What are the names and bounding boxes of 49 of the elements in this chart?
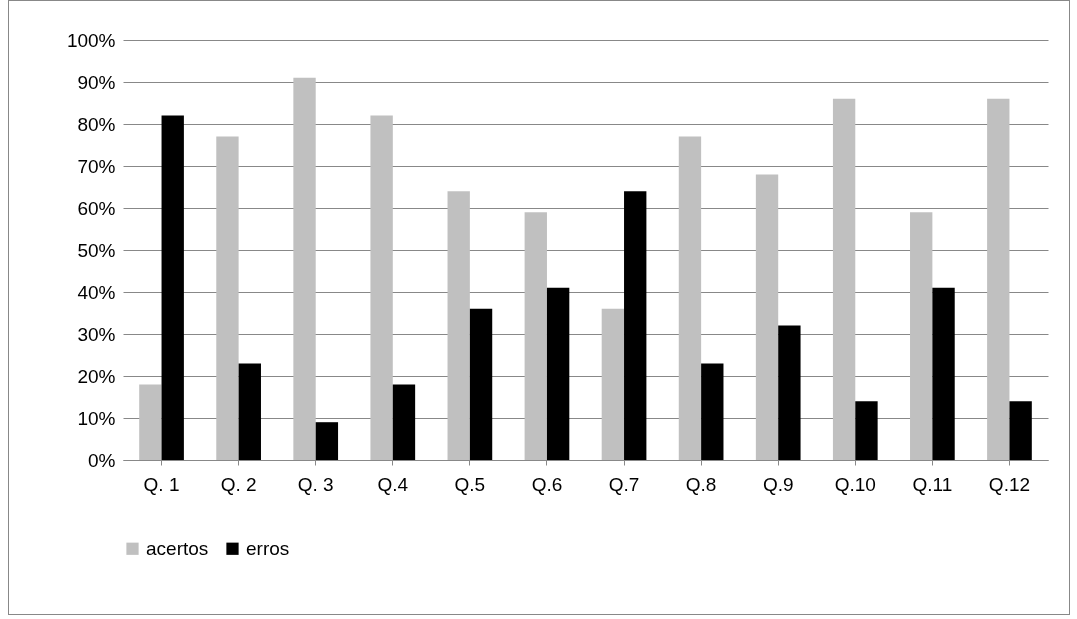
bar bbox=[392, 384, 416, 460]
y-tick-label: 70% bbox=[77, 155, 116, 177]
x-tick-label: Q. 2 bbox=[220, 473, 257, 495]
bar bbox=[778, 325, 801, 460]
x-tick-label: Q.10 bbox=[834, 473, 876, 495]
x-tick-label: Q. 1 bbox=[143, 473, 180, 495]
bar bbox=[216, 136, 239, 460]
x-tick-label: Q.11 bbox=[912, 473, 953, 495]
bar bbox=[701, 363, 724, 460]
bar bbox=[139, 384, 162, 460]
bar bbox=[370, 115, 393, 460]
bar bbox=[624, 191, 647, 460]
bar bbox=[855, 401, 878, 460]
y-tick-label: 100% bbox=[66, 29, 116, 51]
y-tick-label: 30% bbox=[77, 323, 116, 345]
bar bbox=[910, 212, 933, 460]
x-tick-label: Q.4 bbox=[377, 473, 409, 495]
bar bbox=[161, 115, 184, 460]
bar bbox=[755, 174, 779, 460]
y-tick-label: 80% bbox=[77, 113, 116, 135]
bar bbox=[546, 287, 570, 460]
x-tick-label: Q. 3 bbox=[297, 473, 334, 495]
bar bbox=[601, 308, 625, 460]
y-tick-label: 40% bbox=[77, 281, 116, 303]
x-tick-label: Q.9 bbox=[762, 473, 794, 495]
x-tick-label: Q.6 bbox=[531, 473, 563, 495]
legend-label: erros bbox=[246, 537, 290, 559]
y-tick-label: 0% bbox=[88, 449, 116, 471]
bar bbox=[447, 191, 470, 460]
bar bbox=[678, 136, 702, 460]
y-tick-label: 20% bbox=[77, 365, 116, 387]
y-tick-label: 50% bbox=[77, 239, 116, 261]
x-tick-label: Q.12 bbox=[988, 473, 1031, 495]
bar bbox=[1009, 401, 1032, 460]
bar bbox=[469, 308, 493, 460]
legend-label: acertos bbox=[146, 537, 209, 559]
x-tick-label: Q.7 bbox=[608, 473, 640, 495]
bar bbox=[315, 422, 339, 460]
bar bbox=[832, 98, 856, 460]
bar bbox=[238, 363, 261, 460]
y-tick-label: 90% bbox=[77, 71, 116, 93]
bar bbox=[987, 98, 1010, 460]
x-tick-label: Q.5 bbox=[454, 473, 486, 495]
y-tick-label: 10% bbox=[77, 407, 116, 429]
x-tick-label: Q.8 bbox=[685, 473, 717, 495]
bar bbox=[524, 212, 547, 460]
bar bbox=[293, 77, 316, 460]
y-tick-label: 60% bbox=[77, 197, 116, 219]
bar bbox=[932, 287, 955, 460]
